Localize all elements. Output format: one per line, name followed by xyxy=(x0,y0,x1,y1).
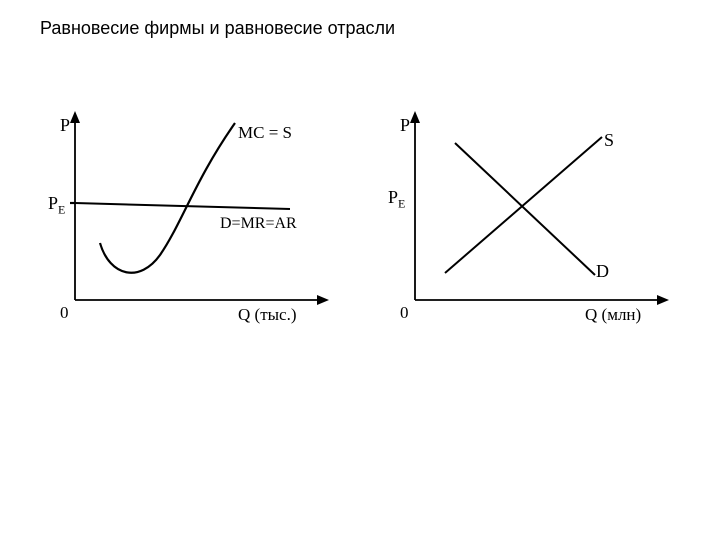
left-pe-label: PE xyxy=(48,193,65,218)
right-y-label: P xyxy=(400,115,410,136)
right-supply-label: S xyxy=(604,130,614,151)
right-x-label: Q (млн) xyxy=(585,305,641,325)
left-origin-label: 0 xyxy=(60,303,69,323)
right-x-arrow xyxy=(657,295,669,305)
right-pe-p: P xyxy=(388,187,398,207)
right-demand-line xyxy=(455,143,595,275)
left-mc-label: MC = S xyxy=(238,123,292,143)
industry-equilibrium-chart: P Q (млн) 0 PE S D xyxy=(380,105,680,325)
left-demand-label: D=MR=AR xyxy=(220,215,297,233)
right-supply-line xyxy=(445,137,602,273)
industry-chart-svg xyxy=(380,105,680,325)
right-y-arrow xyxy=(410,111,420,123)
firm-equilibrium-chart: P Q (тыс.) 0 PE MC = S D=MR=AR xyxy=(40,105,340,325)
right-demand-label: D xyxy=(596,261,609,282)
page-title: Равновесие фирмы и равновесие отрасли xyxy=(40,18,395,39)
right-pe-e: E xyxy=(398,197,405,211)
left-demand-line xyxy=(75,203,290,209)
left-x-arrow xyxy=(317,295,329,305)
left-pe-p: P xyxy=(48,193,58,213)
right-pe-label: PE xyxy=(388,187,405,212)
charts-container: P Q (тыс.) 0 PE MC = S D=MR=AR P Q (млн)… xyxy=(40,105,680,345)
left-pe-e: E xyxy=(58,203,65,217)
left-mc-curve xyxy=(100,123,235,273)
right-origin-label: 0 xyxy=(400,303,409,323)
left-x-label: Q (тыс.) xyxy=(238,305,297,325)
left-y-label: P xyxy=(60,115,70,136)
left-y-arrow xyxy=(70,111,80,123)
